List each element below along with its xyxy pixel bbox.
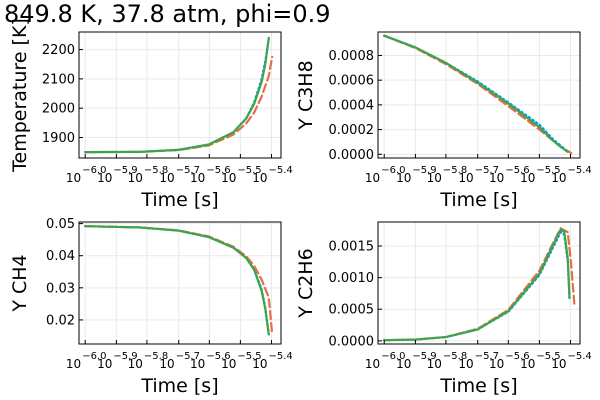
y-axis-label: Y C2H6 — [295, 248, 317, 318]
x-tick-exponent: −5.8 — [443, 351, 467, 362]
y-axis-label: Y C3H8 — [295, 60, 317, 130]
x-tick-label: 10 — [520, 171, 535, 185]
x-tick-exponent: −5.7 — [176, 165, 200, 176]
y-tick-label: 0.05 — [46, 217, 75, 232]
x-tick-label: 10 — [252, 357, 267, 371]
x-tick-label: 10 — [159, 171, 174, 185]
series-line-3 — [84, 225, 270, 336]
x-tick-label: 10 — [365, 171, 380, 185]
x-tick-label: 10 — [489, 171, 504, 185]
x-tick-label: 10 — [97, 357, 112, 371]
x-tick-exponent: −5.4 — [269, 351, 293, 362]
x-tick-label: 10 — [159, 357, 174, 371]
y-tick-label: 0.0000 — [329, 148, 375, 163]
x-tick-exponent: −6.0 — [381, 165, 405, 176]
y-tick-label: 0.0004 — [329, 98, 375, 113]
subplot-2: 10−6.010−5.910−5.810−5.710−5.610−5.510−5… — [295, 31, 592, 211]
x-axis-label: Time [s] — [140, 375, 218, 397]
x-tick-exponent: −5.7 — [475, 351, 499, 362]
x-tick-exponent: −5.5 — [237, 351, 261, 362]
x-tick-exponent: −5.6 — [505, 165, 529, 176]
x-tick-exponent: −5.7 — [176, 351, 200, 362]
x-tick-label: 10 — [66, 171, 81, 185]
y-axis-label: Temperature [K] — [9, 18, 31, 173]
x-tick-exponent: −5.9 — [412, 165, 436, 176]
x-tick-exponent: −5.6 — [206, 351, 230, 362]
y-tick-label: 2200 — [42, 43, 75, 58]
x-tick-label: 10 — [190, 171, 205, 185]
x-tick-label: 10 — [396, 357, 411, 371]
y-tick-label: 2100 — [42, 72, 75, 87]
x-axis-label: Time [s] — [439, 375, 517, 397]
plot-frame — [78, 31, 282, 159]
x-tick-exponent: −5.9 — [113, 165, 137, 176]
x-tick-exponent: −5.9 — [412, 351, 436, 362]
x-tick-exponent: −5.5 — [237, 165, 261, 176]
plot-frame — [377, 221, 581, 345]
subplot-4: 10−6.010−5.910−5.810−5.710−5.610−5.510−5… — [295, 221, 592, 397]
x-tick-exponent: −5.5 — [536, 351, 560, 362]
x-tick-exponent: −5.8 — [144, 165, 168, 176]
y-tick-label: 0.0015 — [329, 240, 375, 255]
x-tick-exponent: −5.4 — [568, 351, 592, 362]
x-tick-exponent: −5.9 — [113, 351, 137, 362]
y-tick-label: 0.03 — [46, 281, 75, 296]
x-tick-label: 10 — [458, 357, 473, 371]
x-tick-label: 10 — [551, 357, 566, 371]
plot-frame — [78, 221, 282, 345]
x-tick-exponent: −5.4 — [269, 165, 293, 176]
x-tick-exponent: −5.5 — [536, 165, 560, 176]
x-tick-label: 10 — [427, 171, 442, 185]
x-tick-label: 10 — [128, 357, 143, 371]
x-tick-label: 10 — [458, 171, 473, 185]
y-tick-label: 0.02 — [46, 313, 75, 328]
x-tick-exponent: −5.7 — [475, 165, 499, 176]
y-tick-label: 0.0010 — [329, 271, 375, 286]
x-tick-label: 10 — [427, 357, 442, 371]
x-tick-label: 10 — [221, 171, 236, 185]
x-tick-label: 10 — [66, 357, 81, 371]
x-tick-label: 10 — [252, 171, 267, 185]
y-tick-label: 0.04 — [46, 249, 75, 264]
x-axis-label: Time [s] — [439, 189, 517, 211]
x-tick-exponent: −5.8 — [144, 351, 168, 362]
subplots-grid: 10−6.010−5.910−5.810−5.710−5.610−5.510−5… — [9, 18, 592, 397]
subplot-3: 10−6.010−5.910−5.810−5.710−5.610−5.510−5… — [9, 217, 293, 397]
y-tick-label: 0.0002 — [329, 123, 375, 138]
y-tick-label: 0.0000 — [329, 334, 375, 349]
x-tick-label: 10 — [396, 171, 411, 185]
subplot-1: 10−6.010−5.910−5.810−5.710−5.610−5.510−5… — [9, 18, 293, 211]
x-tick-label: 10 — [221, 357, 236, 371]
x-tick-label: 10 — [365, 357, 380, 371]
y-tick-label: 0.0008 — [329, 49, 375, 64]
y-tick-label: 2000 — [42, 102, 75, 117]
x-tick-exponent: −6.0 — [381, 351, 405, 362]
x-tick-label: 10 — [97, 171, 112, 185]
y-tick-label: 0.0006 — [329, 74, 375, 89]
y-tick-label: 1900 — [42, 131, 75, 146]
x-tick-label: 10 — [520, 357, 535, 371]
x-tick-label: 10 — [190, 357, 205, 371]
x-tick-exponent: −5.4 — [568, 165, 592, 176]
x-tick-exponent: −6.0 — [82, 351, 106, 362]
y-tick-label: 0.0005 — [329, 303, 375, 318]
x-tick-exponent: −5.6 — [206, 165, 230, 176]
x-tick-label: 10 — [551, 171, 566, 185]
series-line-3 — [383, 228, 571, 342]
x-tick-exponent: −6.0 — [82, 165, 106, 176]
series-line-3 — [383, 34, 569, 153]
x-tick-exponent: −5.6 — [505, 351, 529, 362]
x-tick-label: 10 — [128, 171, 143, 185]
figure-title: 849.8 K, 37.8 atm, phi=0.9 — [4, 0, 331, 28]
series-line-3 — [84, 36, 270, 154]
x-tick-exponent: −5.8 — [443, 165, 467, 176]
plot-frame — [377, 31, 581, 159]
x-axis-label: Time [s] — [140, 189, 218, 211]
y-axis-label: Y CH4 — [9, 254, 31, 312]
x-tick-label: 10 — [489, 357, 504, 371]
